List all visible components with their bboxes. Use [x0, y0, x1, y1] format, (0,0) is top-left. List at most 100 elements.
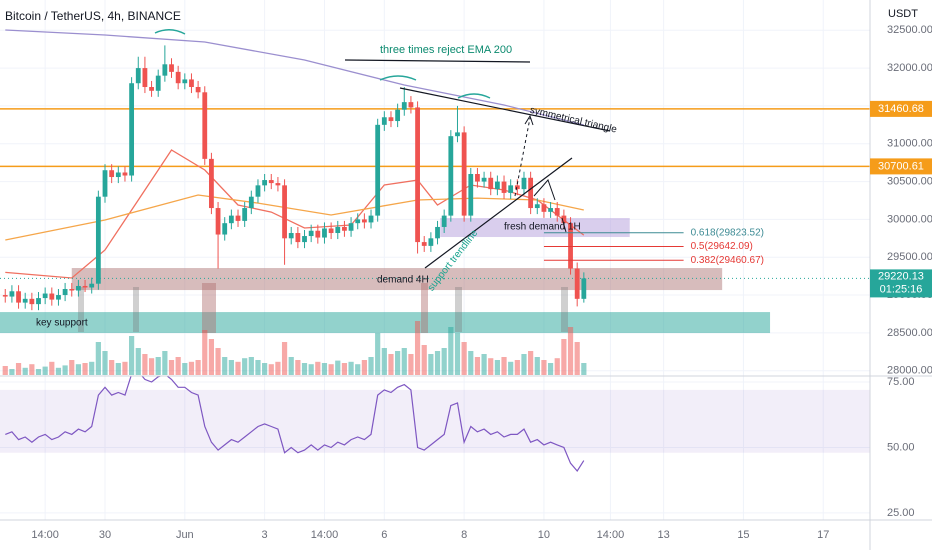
candle-body	[255, 185, 261, 197]
volume-bar	[474, 357, 481, 375]
candle-body	[534, 204, 540, 209]
candle-body	[262, 180, 268, 186]
candle-body	[481, 177, 487, 182]
volume-bar	[528, 351, 534, 375]
volume-bar	[375, 333, 381, 375]
volume-bar	[328, 364, 334, 375]
volume-bar	[129, 336, 135, 375]
highlight-column	[78, 287, 84, 332]
candle-body	[561, 215, 567, 224]
x-tick-label: 14:00	[31, 529, 59, 541]
candle-body	[288, 233, 294, 239]
arc	[154, 29, 186, 35]
candle-body	[36, 298, 41, 305]
candle-body	[554, 208, 560, 216]
candle-body	[162, 64, 168, 76]
volume-bar	[162, 351, 168, 375]
candle-body	[488, 177, 494, 190]
candle-body	[49, 293, 55, 300]
candle-body	[82, 285, 88, 288]
volume-bar	[288, 357, 294, 375]
candle-body	[22, 298, 28, 303]
trend-line	[399, 87, 611, 132]
volume-bar	[135, 348, 141, 375]
candle-body	[375, 124, 381, 216]
volume-bar	[148, 358, 155, 375]
volume-bar	[295, 360, 301, 375]
candle-body	[209, 158, 214, 209]
volume-bar	[35, 369, 42, 375]
volume-bar	[29, 364, 35, 375]
volume-bar	[468, 351, 474, 375]
candle-body	[268, 180, 274, 184]
x-tick-label: 14:00	[597, 529, 625, 541]
volume-bar	[574, 342, 580, 375]
volume-bar	[242, 358, 248, 375]
rsi-band	[0, 389, 870, 453]
volume-bar	[428, 354, 434, 375]
candle-body	[475, 174, 480, 182]
volume-bar	[514, 360, 520, 375]
moving-average	[5, 29, 584, 126]
zone-label: demand 4H	[377, 275, 429, 286]
x-tick-label: 8	[461, 529, 467, 541]
candle-body	[169, 64, 174, 72]
highlight-column	[133, 287, 139, 332]
candle-body	[102, 170, 108, 197]
candle-body	[548, 208, 553, 212]
y-tick-label: 32000.00	[887, 62, 932, 74]
candle-body	[361, 219, 367, 223]
x-tick-label: 14:00	[311, 529, 339, 541]
volume-bar	[222, 357, 228, 375]
candle-body	[428, 238, 434, 246]
candle-body	[175, 71, 181, 84]
candle-body	[581, 278, 587, 299]
volume-bar	[441, 348, 447, 375]
highlight-column	[421, 283, 428, 333]
candle-body	[501, 181, 507, 193]
volume-bar	[395, 351, 401, 375]
y-tick-label: 30500.00	[887, 175, 932, 187]
candle-body	[95, 196, 101, 284]
volume-bar	[208, 339, 215, 375]
volume-bar	[488, 358, 494, 375]
volume-bar	[102, 351, 108, 375]
currency: USDT	[888, 8, 918, 20]
volume-bar	[69, 360, 75, 375]
zone	[71, 268, 723, 291]
candle-body	[348, 223, 354, 231]
y-tick-label: 31000.00	[887, 138, 932, 150]
volume-bar	[142, 354, 148, 375]
volume-bar	[262, 363, 268, 375]
candle-body	[89, 283, 95, 288]
volume-bar	[321, 363, 328, 375]
y-tick-label: 30000.00	[887, 213, 932, 225]
candle-body	[468, 174, 474, 216]
volume-bar	[215, 348, 221, 375]
volume-bar	[235, 361, 241, 375]
rsi-tick-label: 75.00	[887, 376, 915, 388]
volume-bar	[42, 366, 48, 375]
candle-body	[195, 87, 201, 93]
volume-bar	[182, 363, 188, 375]
x-tick-label: 6	[381, 529, 387, 541]
candle-body	[248, 196, 254, 209]
volume-bar	[89, 361, 95, 375]
volume-bar	[448, 327, 454, 375]
candle-body	[295, 233, 301, 243]
candle-body	[56, 295, 61, 300]
arc	[379, 75, 417, 81]
volume-bar	[62, 365, 68, 375]
volume-bar	[388, 354, 394, 375]
x-tick-label: 3	[262, 529, 268, 541]
volume-bar	[168, 360, 175, 375]
volume-bar	[341, 363, 348, 375]
volume-bar	[401, 348, 407, 375]
candle-body	[129, 83, 135, 176]
rsi-tick-label: 25.00	[887, 507, 915, 519]
volume-bar	[315, 361, 321, 375]
candle-body	[109, 170, 115, 178]
candle-body	[308, 230, 314, 237]
volume-bar	[55, 367, 62, 375]
volume-bar	[408, 354, 414, 375]
